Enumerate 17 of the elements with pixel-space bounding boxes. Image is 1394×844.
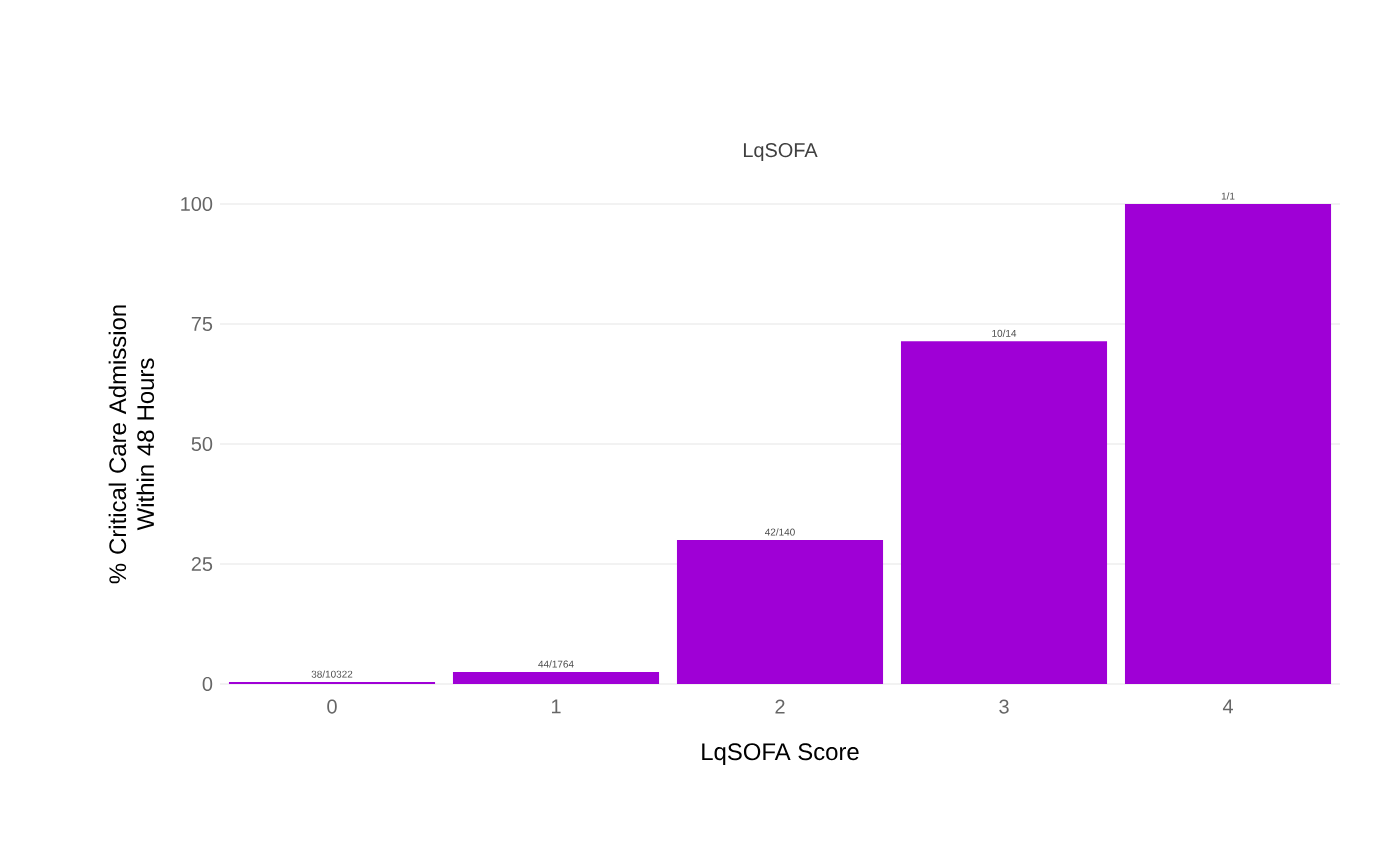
x-tick-label: 1	[551, 699, 561, 714]
bar	[900, 341, 1108, 684]
bar	[452, 672, 660, 684]
y-tick-label: 50	[191, 436, 213, 452]
x-tick-label: 4	[1222, 699, 1233, 714]
bar	[676, 540, 884, 684]
y-axis-title: % Critical Care Admission Within 48 Hours	[108, 305, 155, 584]
y-tick-label: 100	[181, 196, 213, 212]
bar	[1124, 203, 1332, 684]
y-tick-label: 75	[191, 317, 213, 331]
x-tick-label: 0	[327, 699, 337, 714]
chart-title: LqSOFA	[743, 143, 818, 162]
y-tick-label: 0	[202, 676, 213, 692]
y-tick-label: 25	[191, 556, 213, 572]
x-axis-title: LqSOFA Score	[702, 743, 859, 765]
x-tick-label: 3	[999, 699, 1009, 714]
x-tick-label: 2	[775, 699, 785, 714]
